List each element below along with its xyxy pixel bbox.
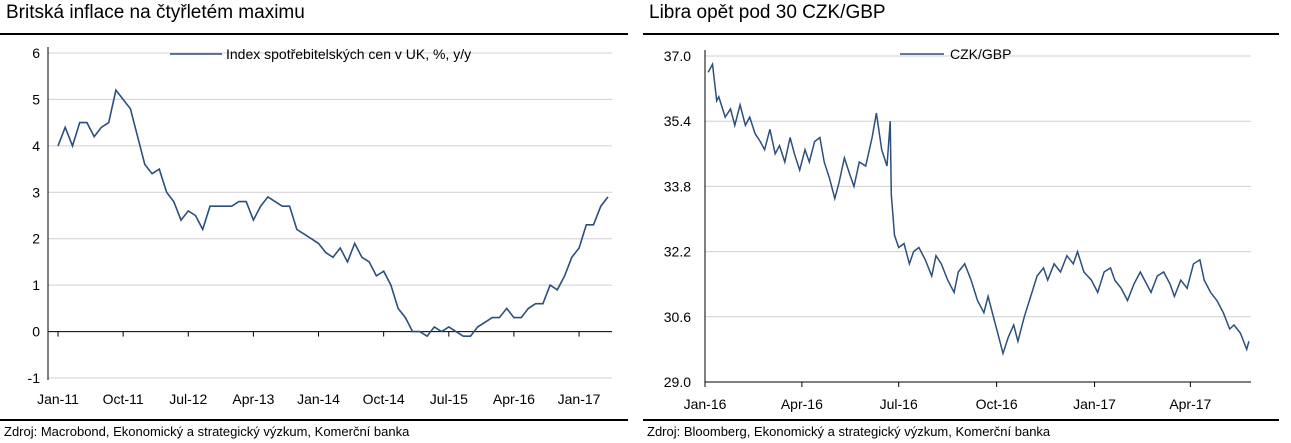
y-tick-label: 35.4 bbox=[664, 113, 691, 129]
y-tick-label: 37.0 bbox=[664, 48, 691, 64]
x-tick-label: Oct-11 bbox=[103, 391, 144, 407]
chart-title: Britská inflace na čtyřletém maximu bbox=[6, 2, 305, 23]
y-tick-label: 30.6 bbox=[664, 309, 691, 325]
series-line bbox=[57, 88, 609, 338]
chart-panel-gbp: Libra opět pod 30 CZK/GBP 37.0 35.4 33.8 32… bbox=[643, 0, 1291, 443]
y-tick-label: 29.0 bbox=[664, 374, 691, 390]
legend-label: CZK/GBP bbox=[950, 46, 1011, 62]
source-note: Zdroj: Bloomberg, Ekonomický a strategic… bbox=[647, 424, 1051, 439]
y-tick-label: -1 bbox=[28, 370, 41, 386]
y-tick-label: 2 bbox=[32, 231, 40, 247]
y-tick-label: 0 bbox=[32, 324, 40, 340]
source-note: Zdroj: Macrobond, Ekonomický a strategic… bbox=[4, 424, 410, 439]
y-tick-label: 6 bbox=[32, 45, 40, 61]
inflation-chart: 6 5 4 3 2 1 0 -1 Jan-11 Oct-11 Jul-12 Apr-13 Jan-14 O… bbox=[28, 45, 612, 407]
x-tick-label: Apr-17 bbox=[1169, 396, 1211, 412]
x-tick-label: Jan-14 bbox=[297, 391, 340, 407]
x-tick-label: Oct-14 bbox=[363, 391, 405, 407]
x-tick-label: Jan-16 bbox=[684, 396, 727, 412]
x-tick-label: Jul-15 bbox=[430, 391, 468, 407]
y-tick-label: 32.2 bbox=[664, 244, 691, 260]
title-rule bbox=[0, 33, 628, 35]
chart-title: Libra opět pod 30 CZK/GBP bbox=[649, 2, 886, 23]
series-line bbox=[707, 61, 1250, 357]
y-tick-label: 4 bbox=[32, 138, 40, 154]
x-tick-label: Apr-16 bbox=[781, 396, 823, 412]
source-rule bbox=[0, 419, 628, 421]
x-tick-label: Jan-17 bbox=[1073, 396, 1116, 412]
x-tick-label: Jan-11 bbox=[37, 391, 79, 407]
x-tick-label: Jul-16 bbox=[880, 396, 918, 412]
x-tick-label: Apr-13 bbox=[232, 391, 274, 407]
legend-label: Index spotřebitelských cen v UK, %, y/y bbox=[226, 46, 471, 62]
x-tick-label: Apr-16 bbox=[493, 391, 535, 407]
czk-gbp-chart: 37.0 35.4 33.8 32.2 30.6 29.0 Jan-16 Apr-16 Jul-… bbox=[664, 46, 1251, 412]
y-tick-label: 3 bbox=[32, 184, 40, 200]
x-tick-label: Jan-17 bbox=[558, 391, 601, 407]
y-tick-label: 1 bbox=[32, 277, 40, 293]
title-rule bbox=[643, 33, 1279, 35]
chart-panel-inflation: Britská inflace na čtyřletém maximu 6 5 4 3… bbox=[0, 0, 640, 443]
source-rule bbox=[643, 419, 1279, 421]
y-tick-label: 5 bbox=[32, 91, 40, 107]
x-tick-label: Oct-16 bbox=[976, 396, 1018, 412]
x-tick-label: Jul-12 bbox=[169, 391, 207, 407]
y-tick-label: 33.8 bbox=[664, 178, 691, 194]
